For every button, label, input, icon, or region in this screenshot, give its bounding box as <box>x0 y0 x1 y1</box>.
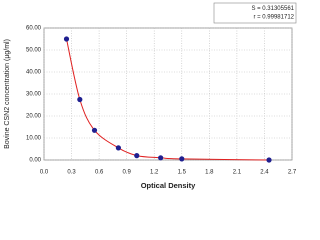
x-tick-label: 0.3 <box>67 170 76 176</box>
x-tick-label: 1.8 <box>205 170 214 176</box>
x-tick-label: 2.1 <box>233 170 242 176</box>
x-tick-label: 1.5 <box>178 170 187 176</box>
y-tick-label: 20.00 <box>26 114 42 120</box>
data-point <box>266 157 272 163</box>
stat-s: S = 0.31305561 <box>251 6 294 12</box>
stats-box <box>213 2 297 24</box>
data-point <box>134 153 140 159</box>
y-tick-label: 50.00 <box>26 48 42 54</box>
data-point <box>158 155 164 161</box>
chart: S = 0.31305561 r = 0.99981712 Optical De… <box>4 2 297 190</box>
data-point <box>115 145 121 151</box>
x-tick-label: 2.7 <box>288 170 297 176</box>
x-tick-label: 2.4 <box>260 170 269 176</box>
y-tick-label: 60.00 <box>26 26 42 32</box>
y-tick-label: 40.00 <box>26 70 42 76</box>
y-tick-label: 10.00 <box>26 136 42 142</box>
stat-r: r = 0.99981712 <box>253 15 294 21</box>
data-point <box>63 36 70 42</box>
plot-area <box>43 27 293 161</box>
y-tick-label: 30.00 <box>26 92 42 98</box>
x-tick-label: 0.6 <box>95 170 104 176</box>
data-point <box>77 96 83 103</box>
y-tick-label: 0.00 <box>29 158 41 164</box>
x-tick-label: 1.2 <box>150 170 159 176</box>
x-tick-label: 0.9 <box>122 170 131 176</box>
data-point <box>91 127 98 133</box>
data-point <box>179 156 185 162</box>
x-tick-label: 0.0 <box>40 170 49 176</box>
y-axis-title: Bovine CSN2 concentration (µg/ml) <box>4 39 11 149</box>
x-axis-title: Optical Density <box>141 181 196 190</box>
